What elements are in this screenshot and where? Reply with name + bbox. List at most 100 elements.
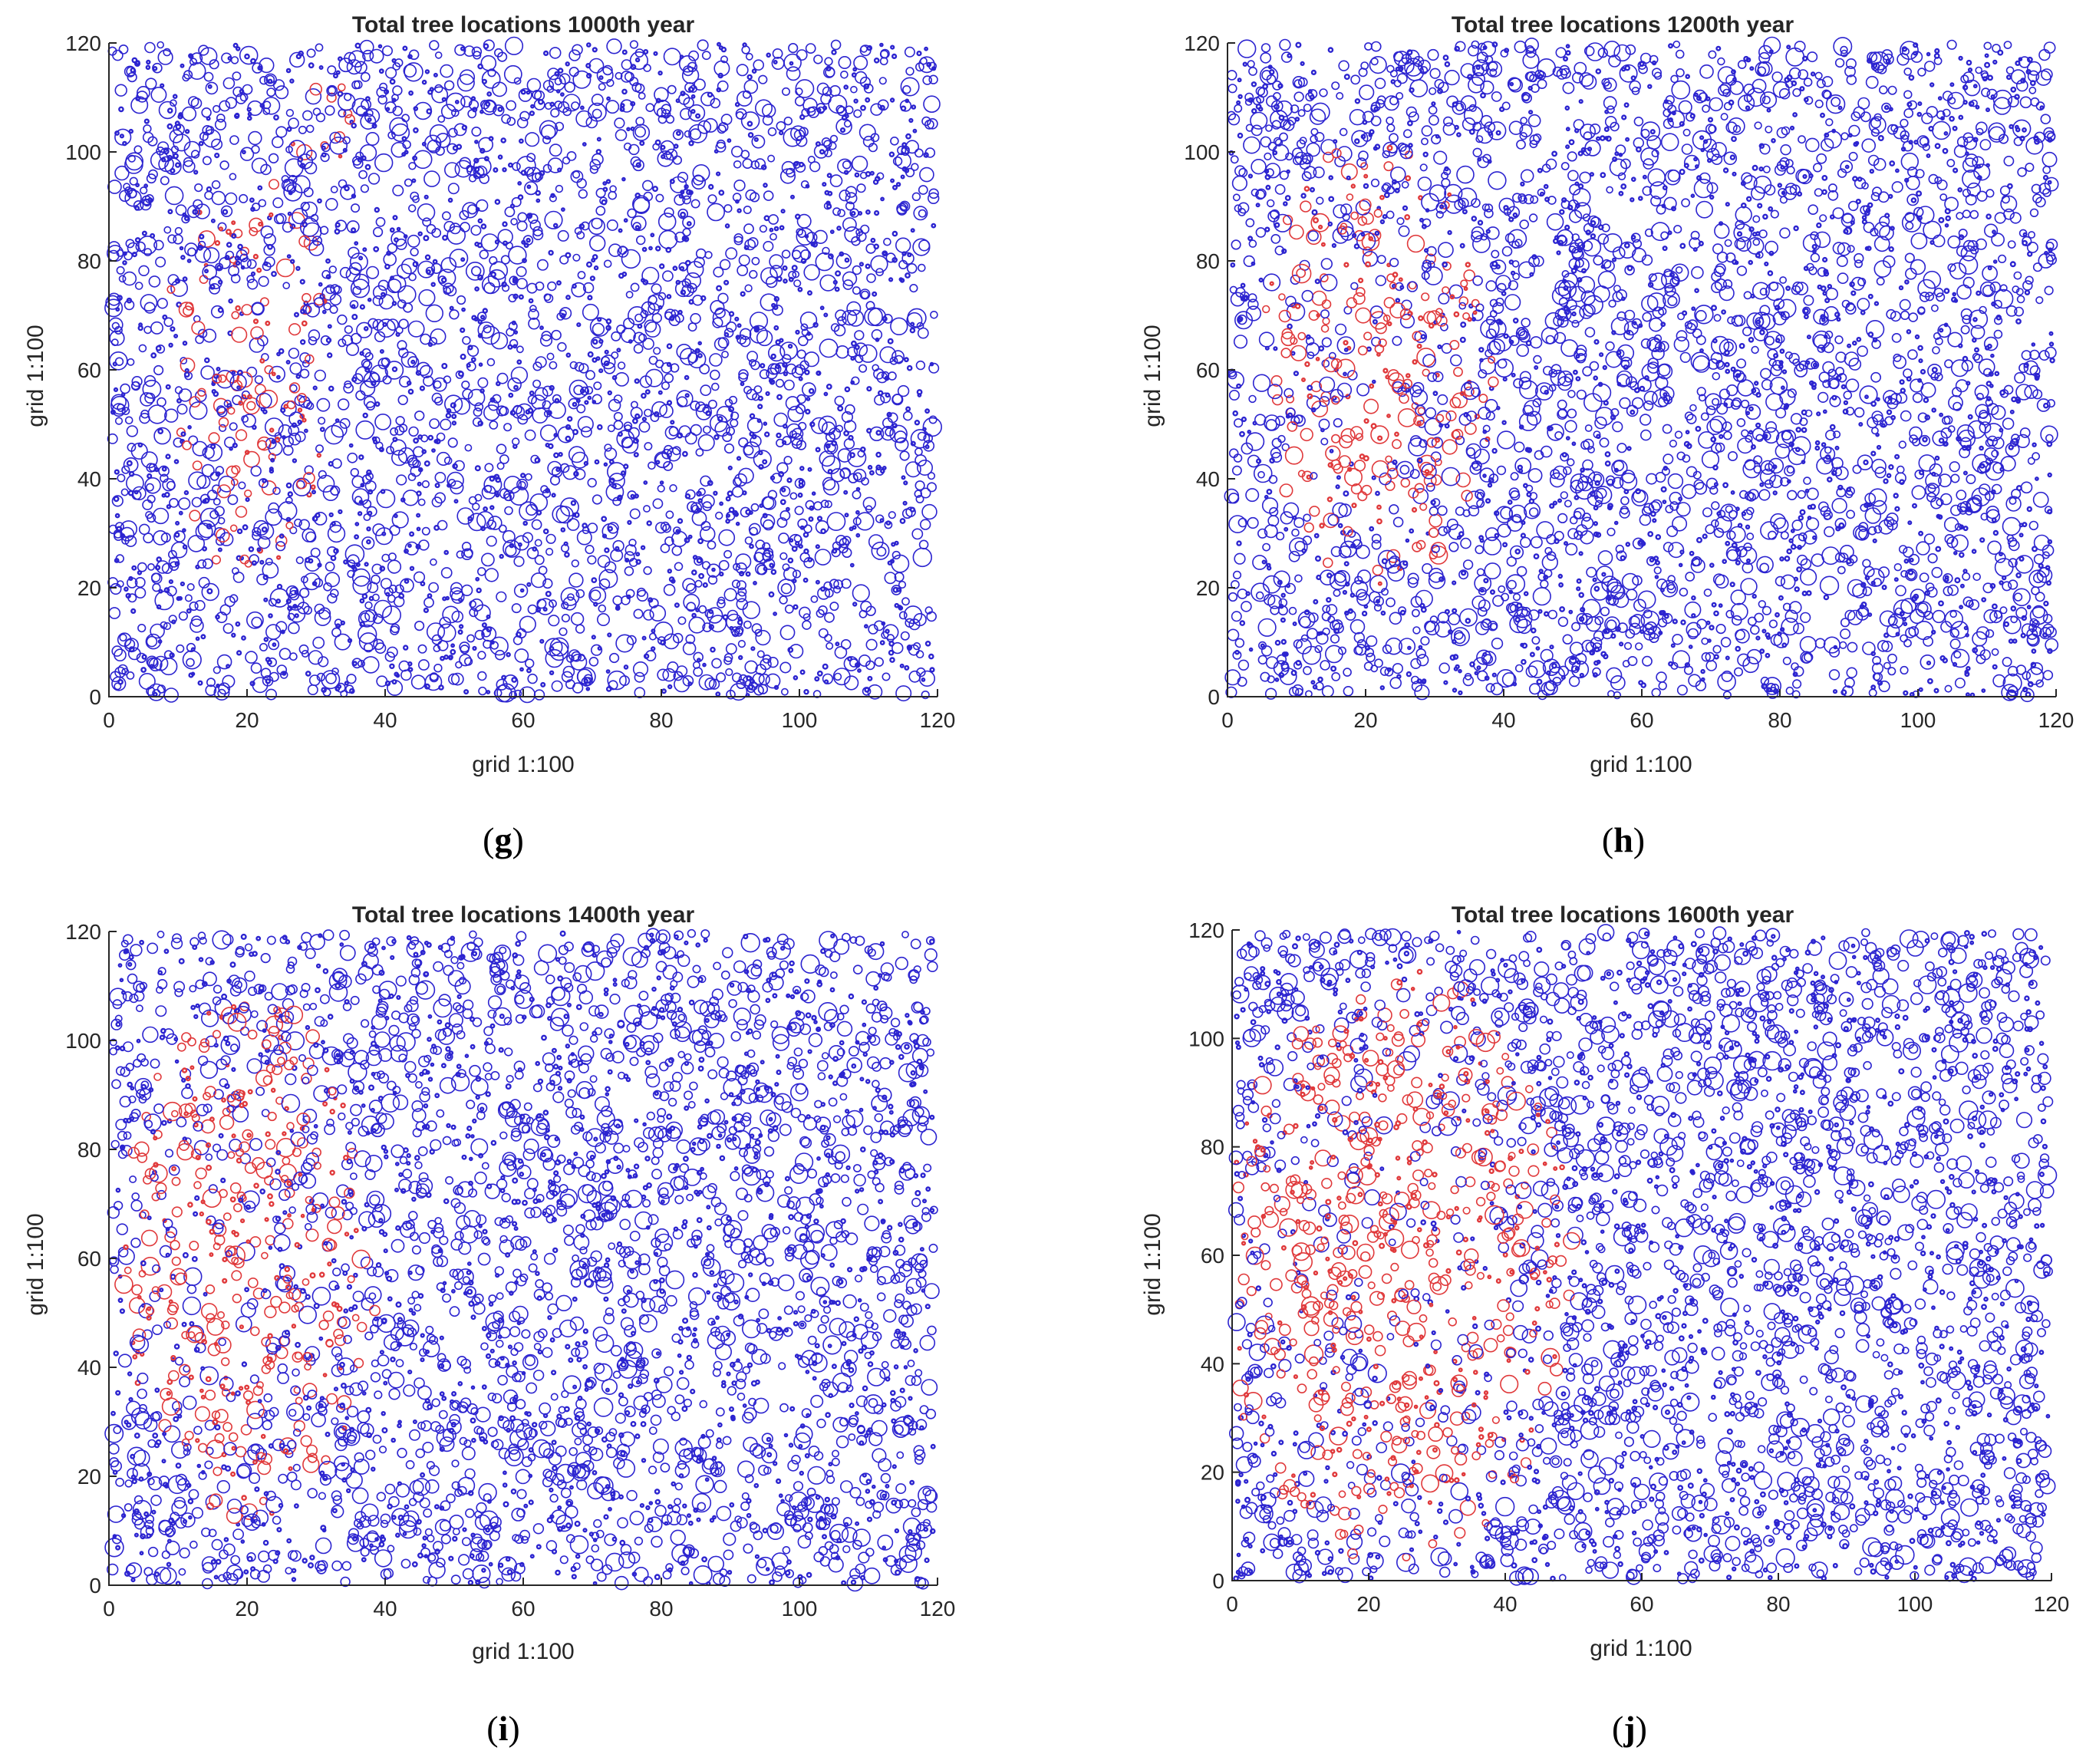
blue-tree-point — [111, 676, 127, 691]
blue-tree-point — [226, 242, 232, 248]
blue-tree-point — [297, 156, 304, 163]
blue-tree-point — [808, 387, 815, 394]
blue-tree-point — [634, 413, 641, 420]
blue-tree-point — [122, 260, 127, 265]
blue-tree-point — [904, 357, 909, 363]
blue-tree-point — [653, 347, 661, 355]
blue-tree-point — [238, 481, 246, 490]
blue-tree-point — [1350, 74, 1361, 85]
blue-tree-point — [665, 246, 672, 253]
blue-tree-point — [419, 385, 426, 391]
blue-tree-point — [189, 401, 208, 420]
blue-tree-point — [392, 85, 403, 96]
blue-tree-point — [760, 513, 776, 529]
blue-tree-point — [478, 686, 487, 696]
blue-tree-point — [783, 371, 788, 377]
blue-tree-point — [703, 425, 711, 434]
blue-tree-point — [161, 157, 166, 163]
blue-tree-point — [869, 426, 885, 442]
blue-tree-point — [408, 90, 414, 96]
blue-tree-point — [779, 552, 788, 561]
blue-tree-point — [648, 355, 658, 365]
blue-tree-point — [150, 87, 167, 104]
blue-tree-point — [1247, 516, 1259, 529]
blue-tree-point — [1713, 314, 1722, 322]
blue-tree-point — [739, 335, 751, 348]
blue-tree-point — [615, 71, 623, 80]
red-tree-point — [269, 427, 275, 433]
blue-tree-point — [850, 85, 858, 94]
blue-tree-point — [389, 117, 408, 137]
blue-tree-point — [141, 230, 147, 236]
blue-tree-point — [1577, 150, 1583, 157]
blue-tree-point — [1632, 247, 1647, 262]
blue-tree-point — [1438, 242, 1454, 259]
blue-tree-point — [1800, 612, 1811, 623]
blue-tree-point — [471, 315, 477, 321]
blue-tree-point — [753, 137, 759, 142]
blue-tree-point — [824, 57, 833, 66]
blue-tree-point — [845, 186, 858, 198]
blue-tree-point — [519, 667, 524, 672]
blue-tree-point — [520, 89, 526, 95]
blue-tree-point — [697, 39, 709, 51]
blue-tree-point — [1953, 651, 1962, 659]
red-tree-point — [269, 212, 274, 218]
blue-tree-point — [470, 225, 482, 236]
blue-tree-point — [773, 59, 778, 64]
blue-tree-point — [618, 431, 623, 437]
blue-tree-point — [775, 339, 781, 345]
red-tree-point — [316, 453, 321, 458]
blue-tree-point — [846, 309, 865, 327]
blue-tree-point — [360, 71, 371, 82]
blue-tree-point — [245, 651, 258, 664]
blue-tree-point — [839, 127, 846, 134]
blue-tree-point — [607, 632, 612, 638]
blue-tree-point — [603, 462, 608, 467]
blue-tree-point — [1237, 659, 1250, 671]
blue-tree-point — [585, 544, 595, 555]
blue-tree-point — [1934, 455, 1940, 461]
blue-tree-point — [485, 101, 491, 107]
blue-tree-point — [403, 64, 417, 78]
blue-tree-point — [1655, 534, 1662, 540]
blue-tree-point — [749, 269, 758, 279]
blue-tree-point — [178, 611, 188, 621]
blue-tree-point — [742, 90, 751, 99]
blue-tree-point — [773, 612, 777, 616]
blue-tree-point — [222, 674, 236, 688]
blue-tree-point — [589, 589, 601, 602]
blue-tree-point — [423, 460, 430, 467]
blue-tree-point — [394, 513, 398, 519]
blue-tree-point — [475, 576, 480, 582]
blue-tree-point — [2047, 180, 2052, 185]
blue-tree-point — [557, 229, 569, 242]
blue-tree-point — [573, 512, 580, 518]
blue-tree-point — [773, 226, 779, 232]
blue-tree-point — [773, 325, 779, 331]
blue-tree-point — [595, 149, 601, 155]
blue-tree-point — [783, 424, 788, 429]
blue-tree-point — [734, 101, 740, 107]
blue-tree-point — [407, 473, 417, 482]
blue-tree-point — [778, 532, 789, 544]
blue-tree-point — [1396, 92, 1404, 101]
blue-tree-point — [602, 186, 608, 193]
blue-tree-point — [854, 330, 865, 341]
blue-tree-point — [138, 344, 147, 353]
blue-tree-point — [302, 572, 321, 591]
blue-tree-point — [1613, 520, 1619, 526]
blue-tree-point — [1766, 107, 1771, 113]
blue-tree-point — [442, 605, 460, 624]
blue-tree-point — [1382, 644, 1392, 654]
blue-tree-point — [1527, 114, 1541, 127]
blue-tree-point — [914, 148, 924, 158]
blue-tree-point — [271, 271, 277, 277]
blue-tree-point — [875, 430, 882, 436]
blue-tree-point — [638, 421, 651, 433]
blue-tree-point — [855, 512, 875, 531]
blue-tree-point — [705, 410, 711, 417]
blue-tree-point — [269, 588, 290, 608]
blue-tree-point — [470, 357, 476, 363]
blue-tree-point — [129, 176, 138, 186]
